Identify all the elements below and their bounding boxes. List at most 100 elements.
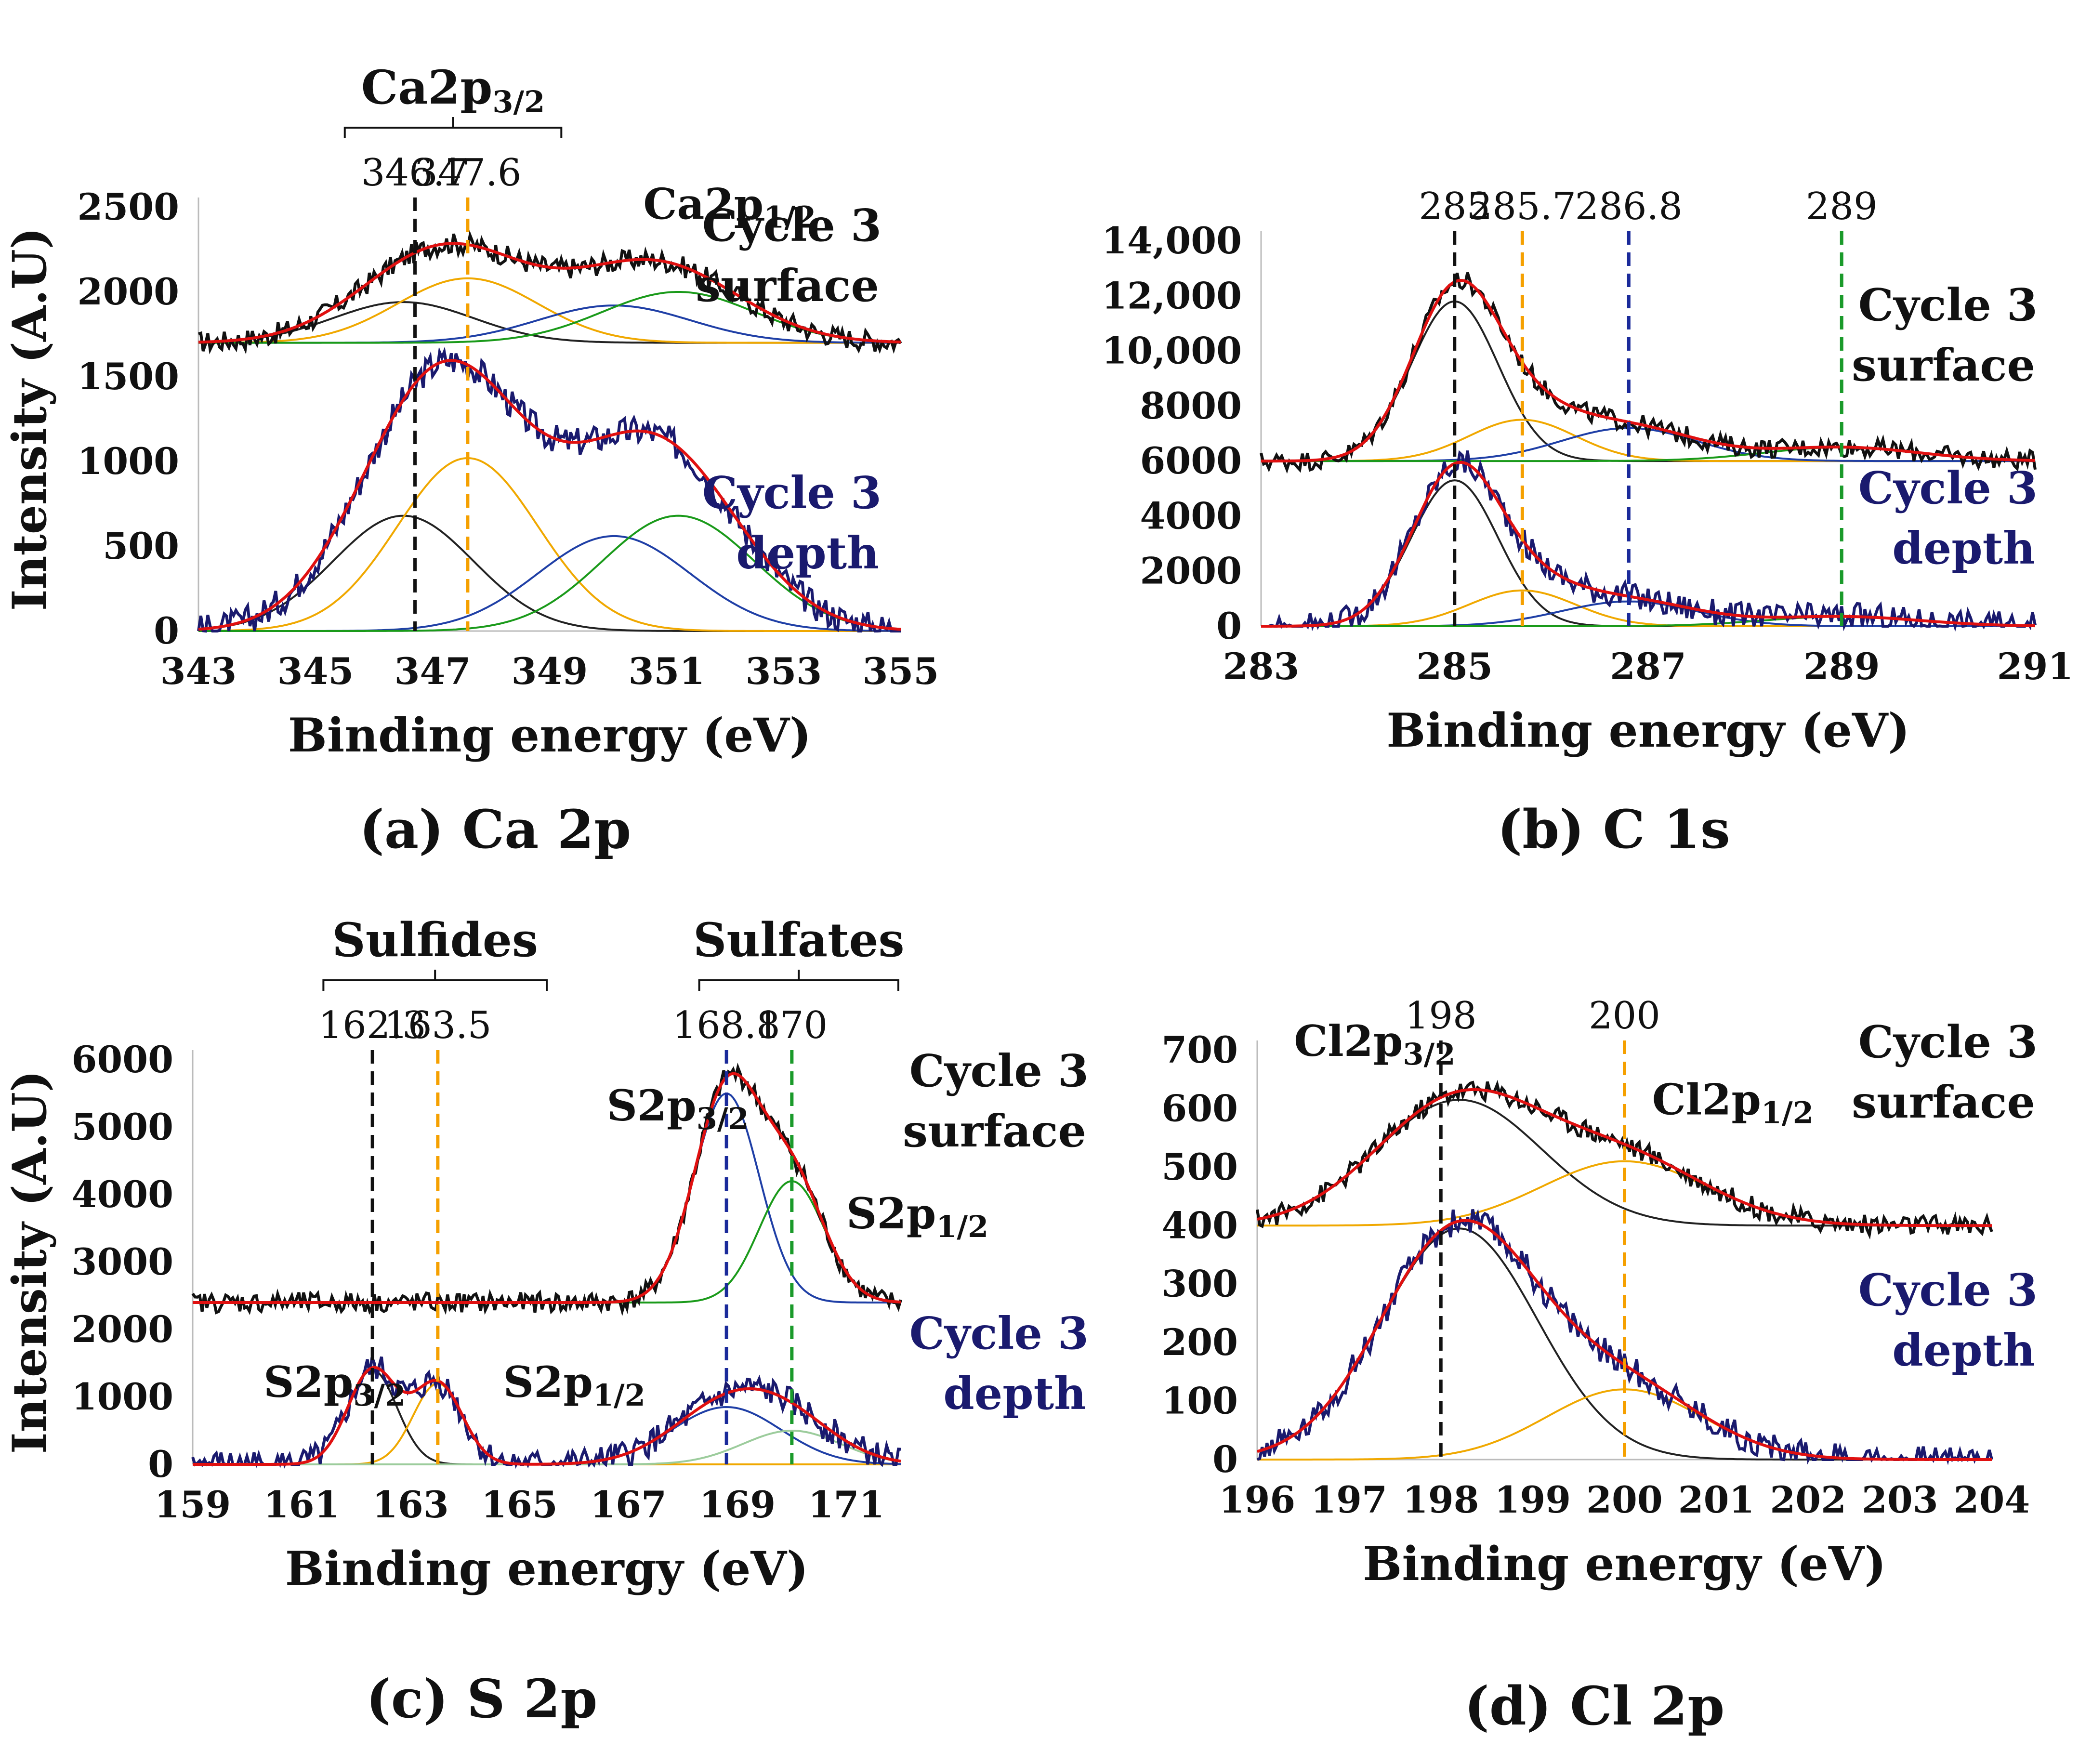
- x-tick-label: 343: [160, 650, 237, 693]
- y-axis-label: Intensity (A.U): [2, 1070, 57, 1454]
- y-axis-label: Intensity (A.U): [2, 227, 57, 611]
- depth-raw-data: [197, 346, 901, 633]
- surface-fit-envelope: [1257, 1088, 1992, 1227]
- group-label: Sulfates: [693, 913, 905, 967]
- surface-fit-envelope: [193, 1072, 901, 1304]
- surface-label-line2: surface: [696, 260, 879, 312]
- peak-position-label: 198: [1405, 994, 1477, 1038]
- x-tick-label: 349: [512, 650, 588, 693]
- x-tick-label: 345: [277, 650, 354, 693]
- panel-b: 0 2000 4000 6000 8000 10,000 12,000 14,000 283 28…: [1102, 185, 2073, 860]
- y-tick-label: 400: [1161, 1204, 1238, 1247]
- x-tick-label: 159: [155, 1483, 231, 1526]
- depth-label-line1: Cycle 3: [702, 467, 882, 519]
- surface-label-line1: Cycle 3: [1858, 1016, 2038, 1068]
- x-tick-label: 202: [1770, 1478, 1846, 1521]
- depth-component-curve: [198, 457, 901, 632]
- x-axis-label: Binding energy (eV): [1386, 703, 1910, 758]
- group-bracket: [343, 117, 563, 138]
- y-tick-label: 2500: [77, 185, 179, 228]
- peak-position-label: 163.5: [384, 1004, 491, 1047]
- y-tick-label: 600: [1161, 1087, 1238, 1130]
- x-tick-label: 200: [1586, 1478, 1663, 1521]
- depth-label-line2: depth: [1892, 1324, 2035, 1376]
- x-tick-label: 201: [1678, 1478, 1755, 1521]
- x-tick-label: 167: [590, 1483, 667, 1526]
- surface-fit-envelope: [1261, 278, 2036, 463]
- y-tick-label: 6000: [71, 1038, 173, 1081]
- y-tick-label: 200: [1161, 1321, 1238, 1364]
- y-tick-label: 500: [103, 525, 179, 567]
- x-tick-label: 289: [1803, 645, 1880, 688]
- depth-component-curve: [193, 1429, 901, 1465]
- x-tick-label: 283: [1223, 645, 1300, 688]
- depth-component-curve: [198, 514, 901, 632]
- surface-component-curve: [193, 1180, 901, 1303]
- y-tick-label: 0: [154, 609, 179, 652]
- surface-component-curve: [193, 1092, 901, 1303]
- depth-raw-data: [1256, 1209, 1993, 1465]
- surface-label-line1: Cycle 3: [1858, 279, 2038, 331]
- component-annotation: S2p3/2: [263, 1357, 406, 1413]
- x-axis-label: Binding energy (eV): [1363, 1537, 1886, 1591]
- y-tick-label: 2000: [1140, 550, 1242, 592]
- y-tick-label: 0: [148, 1443, 173, 1486]
- panel-d: 0 100 200 300 400 500 600 700 196 197 198 199 200 201…: [1161, 994, 2038, 1737]
- x-tick-label: 169: [699, 1483, 776, 1526]
- component-annotation: S2p1/2: [846, 1188, 988, 1244]
- x-tick-label: 165: [481, 1483, 558, 1526]
- x-tick-label: 203: [1862, 1478, 1938, 1521]
- y-tick-label: 14,000: [1102, 219, 1242, 262]
- component-annotation: S2p3/2: [606, 1080, 749, 1136]
- y-tick-label: 0: [1216, 605, 1242, 647]
- group-label: Sulfides: [332, 913, 538, 967]
- panel-caption: (a) Ca 2p: [359, 798, 631, 860]
- panel-c: 0 1000 2000 3000 4000 5000 6000 159 161 163 165 167…: [2, 913, 1089, 1730]
- y-tick-label: 4000: [1140, 494, 1242, 537]
- group-label: Ca2p3/2: [361, 60, 545, 119]
- peak-position-label: 285: [1419, 185, 1490, 228]
- surface-raw-data: [191, 1063, 902, 1316]
- peak-position-label: 170: [756, 1004, 828, 1047]
- x-tick-label: 351: [629, 650, 705, 693]
- y-tick-label: 0: [1212, 1438, 1238, 1481]
- y-tick-label: 500: [1161, 1145, 1238, 1188]
- surface-label-line1: Cycle 3: [702, 199, 882, 251]
- y-tick-label: 12,000: [1102, 274, 1242, 317]
- x-tick-label: 197: [1311, 1478, 1387, 1521]
- surface-label-line1: Cycle 3: [909, 1045, 1089, 1097]
- group-bracket: [698, 970, 899, 991]
- depth-component-curve: [193, 1406, 901, 1465]
- x-tick-label: 353: [746, 650, 822, 693]
- surface-label-line2: surface: [1852, 339, 2035, 391]
- x-tick-label: 287: [1610, 645, 1686, 688]
- x-tick-label: 163: [372, 1483, 449, 1526]
- panel-caption: (c) S 2p: [366, 1668, 598, 1730]
- peak-position-label: 289: [1806, 185, 1878, 228]
- x-tick-label: 161: [263, 1483, 340, 1526]
- depth-fit-envelope: [1261, 461, 2036, 628]
- y-tick-label: 1500: [77, 355, 179, 398]
- component-annotation: S2p1/2: [503, 1357, 645, 1413]
- component-annotation: Cl2p1/2: [1652, 1075, 1814, 1131]
- x-tick-label: 199: [1495, 1478, 1571, 1521]
- surface-label-line2: surface: [903, 1105, 1086, 1157]
- depth-label-line2: depth: [1892, 522, 2035, 574]
- panel-caption: (b) C 1s: [1497, 798, 1730, 860]
- x-tick-label: 198: [1403, 1478, 1479, 1521]
- peak-position-label: 168.8: [672, 1004, 780, 1047]
- y-tick-label: 10,000: [1102, 329, 1242, 372]
- x-tick-label: 171: [808, 1483, 885, 1526]
- depth-label-line1: Cycle 3: [909, 1307, 1089, 1359]
- y-tick-label: 1000: [77, 440, 179, 483]
- y-tick-label: 8000: [1140, 384, 1242, 427]
- y-tick-label: 2000: [71, 1308, 173, 1351]
- y-tick-label: 700: [1161, 1028, 1238, 1071]
- peak-position-label: 200: [1589, 994, 1660, 1038]
- peak-position-label: 285.7: [1469, 185, 1576, 228]
- x-tick-label: 347: [395, 650, 471, 693]
- surface-fit-envelope: [198, 242, 901, 344]
- depth-label-line1: Cycle 3: [1858, 1264, 2038, 1316]
- depth-fit-envelope: [198, 359, 901, 631]
- component-annotation: Cl2p3/2: [1294, 1016, 1455, 1072]
